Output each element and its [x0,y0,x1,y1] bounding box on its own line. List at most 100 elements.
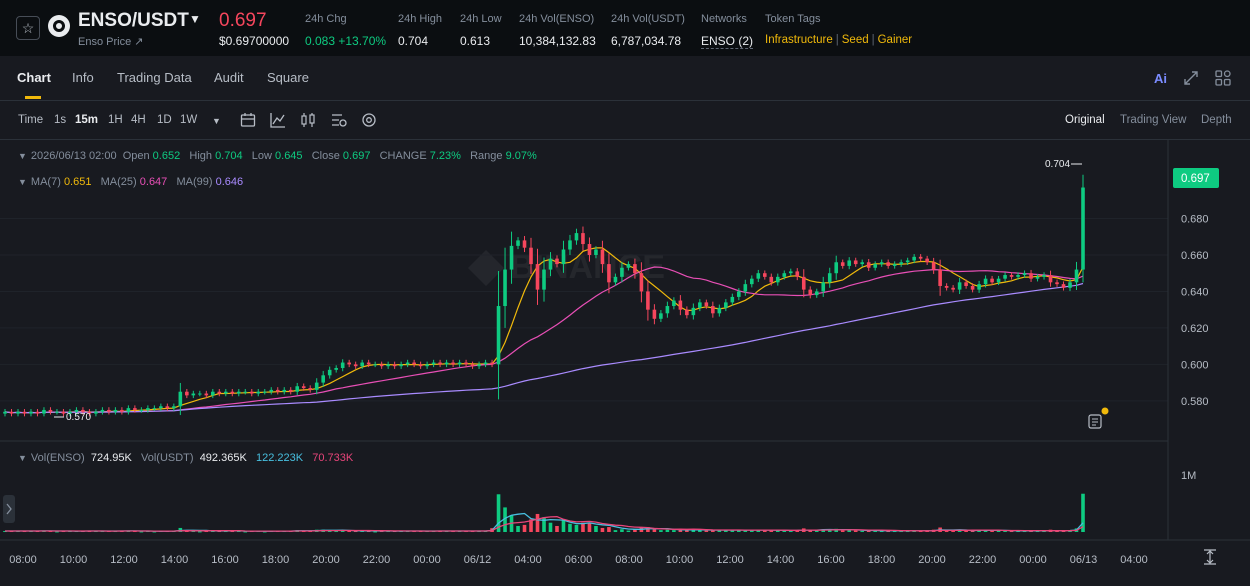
volume-bar [1042,531,1046,533]
indicator-icon[interactable] [270,112,286,128]
view-trading-view[interactable]: Trading View [1120,114,1187,126]
ai-icon[interactable]: Ai [1154,71,1167,86]
target-icon[interactable] [361,112,377,128]
volume-ma2-line [5,516,1084,532]
candle [912,256,916,261]
pair-name[interactable]: ENSO/USDT [78,10,189,31]
candle [672,300,676,307]
caret-down-icon[interactable]: ▼ [189,12,201,26]
tag-infrastructure[interactable]: Infrastructure [765,34,833,46]
open-value: 0.652 [152,150,181,162]
volume-bar [574,524,579,532]
tag-seed[interactable]: Seed [841,34,869,46]
volume-bar [139,531,144,533]
volume-bar [529,519,533,532]
chart-toolbar: Time 1s 15m 1H 4H 1D 1W ▼ Original Tradi… [0,101,1250,140]
candle [1009,275,1014,277]
candle [431,362,436,365]
content-tabs: Chart Info Trading Data Audit Square Ai [0,56,1250,101]
layout-grid-icon[interactable] [1215,70,1231,86]
candle [464,362,468,365]
candle [574,233,579,241]
candle [522,240,527,248]
candle [620,267,624,277]
candle [256,391,261,394]
token-tags-label: Token Tags [765,13,821,25]
volume-bar [990,530,994,532]
tab-trading-data[interactable]: Trading Data [117,70,192,85]
volume-bar [873,530,877,532]
tab-info[interactable]: Info [72,70,94,85]
candle [983,278,988,285]
candle [652,309,657,319]
last-price-usd: $0.69700000 [219,34,290,48]
candle-style-icon[interactable] [300,112,316,128]
asset-price-link[interactable]: Enso Price ↗ [78,36,144,48]
candle [35,411,40,414]
volume-bar [750,530,754,532]
tab-chart[interactable]: Chart [17,70,51,85]
candle [230,391,235,394]
volume-bar [198,531,202,533]
candle [1048,275,1053,283]
change-value: 7.23% [429,150,461,162]
chart-settings-icon[interactable] [331,112,347,128]
candle [412,362,416,365]
candle [964,282,968,286]
candle [529,247,533,265]
volume-bar [847,530,852,532]
interval-15m[interactable]: 15m [75,114,99,126]
volume-bar [1003,530,1007,532]
candle [639,273,644,292]
volume-bar [977,530,981,532]
scale-reset-icon[interactable] [1204,549,1216,565]
candle [808,289,813,296]
candle [243,391,248,393]
candle [334,368,338,370]
active-tab-indicator [25,96,41,99]
collapse-caret-icon[interactable]: ▼ [18,151,27,161]
view-depth[interactable]: Depth [1201,114,1232,126]
interval-time[interactable]: Time [18,114,44,126]
candle [211,391,215,396]
networks-value[interactable]: ENSO (2) [701,34,754,49]
candle [100,409,105,412]
stat-value: 0.704 [398,34,429,48]
candle [107,409,111,412]
tab-audit[interactable]: Audit [214,70,244,85]
tab-square[interactable]: Square [267,70,309,85]
volume-bar [743,529,748,532]
candle [392,364,397,367]
high-marker-label: 0.704 [1045,159,1070,170]
candle [873,264,877,268]
interval-4h[interactable]: 4H [131,114,146,126]
candle [457,362,462,365]
candle [68,411,72,414]
view-original[interactable]: Original [1065,114,1105,126]
interval-1s[interactable]: 1s [54,114,67,126]
calendar-icon[interactable] [240,112,256,128]
volume-bar [366,531,371,533]
notes-icon[interactable] [1088,407,1109,429]
candle [29,411,33,414]
candle [646,291,650,310]
sidebar-collapse-handle[interactable] [3,495,15,523]
expand-icon[interactable] [1184,71,1198,85]
time-tick-label: 00:00 [413,554,441,566]
interval-more-icon[interactable]: ▼ [212,116,221,126]
candle [516,240,520,246]
collapse-caret-icon[interactable]: ▼ [18,177,27,187]
candlestick-chart[interactable]: BINANCE 0.580 0.600 0.620 0.640 0.660 0.680 0… [0,140,1250,586]
collapse-caret-icon[interactable]: ▼ [18,453,27,463]
candle [74,409,79,412]
interval-1w[interactable]: 1W [180,114,198,126]
favorite-star-button[interactable]: ☆ [16,16,40,40]
candle [1081,187,1085,270]
interval-1d[interactable]: 1D [157,114,172,126]
volume-bar [334,531,338,533]
volume-legend: ▼ Vol(ENSO) 724.95K Vol(USDT) 492.365K 12… [18,452,353,464]
candle [899,262,903,265]
tag-gainer[interactable]: Gainer [877,34,913,46]
interval-1h[interactable]: 1H [108,114,123,126]
